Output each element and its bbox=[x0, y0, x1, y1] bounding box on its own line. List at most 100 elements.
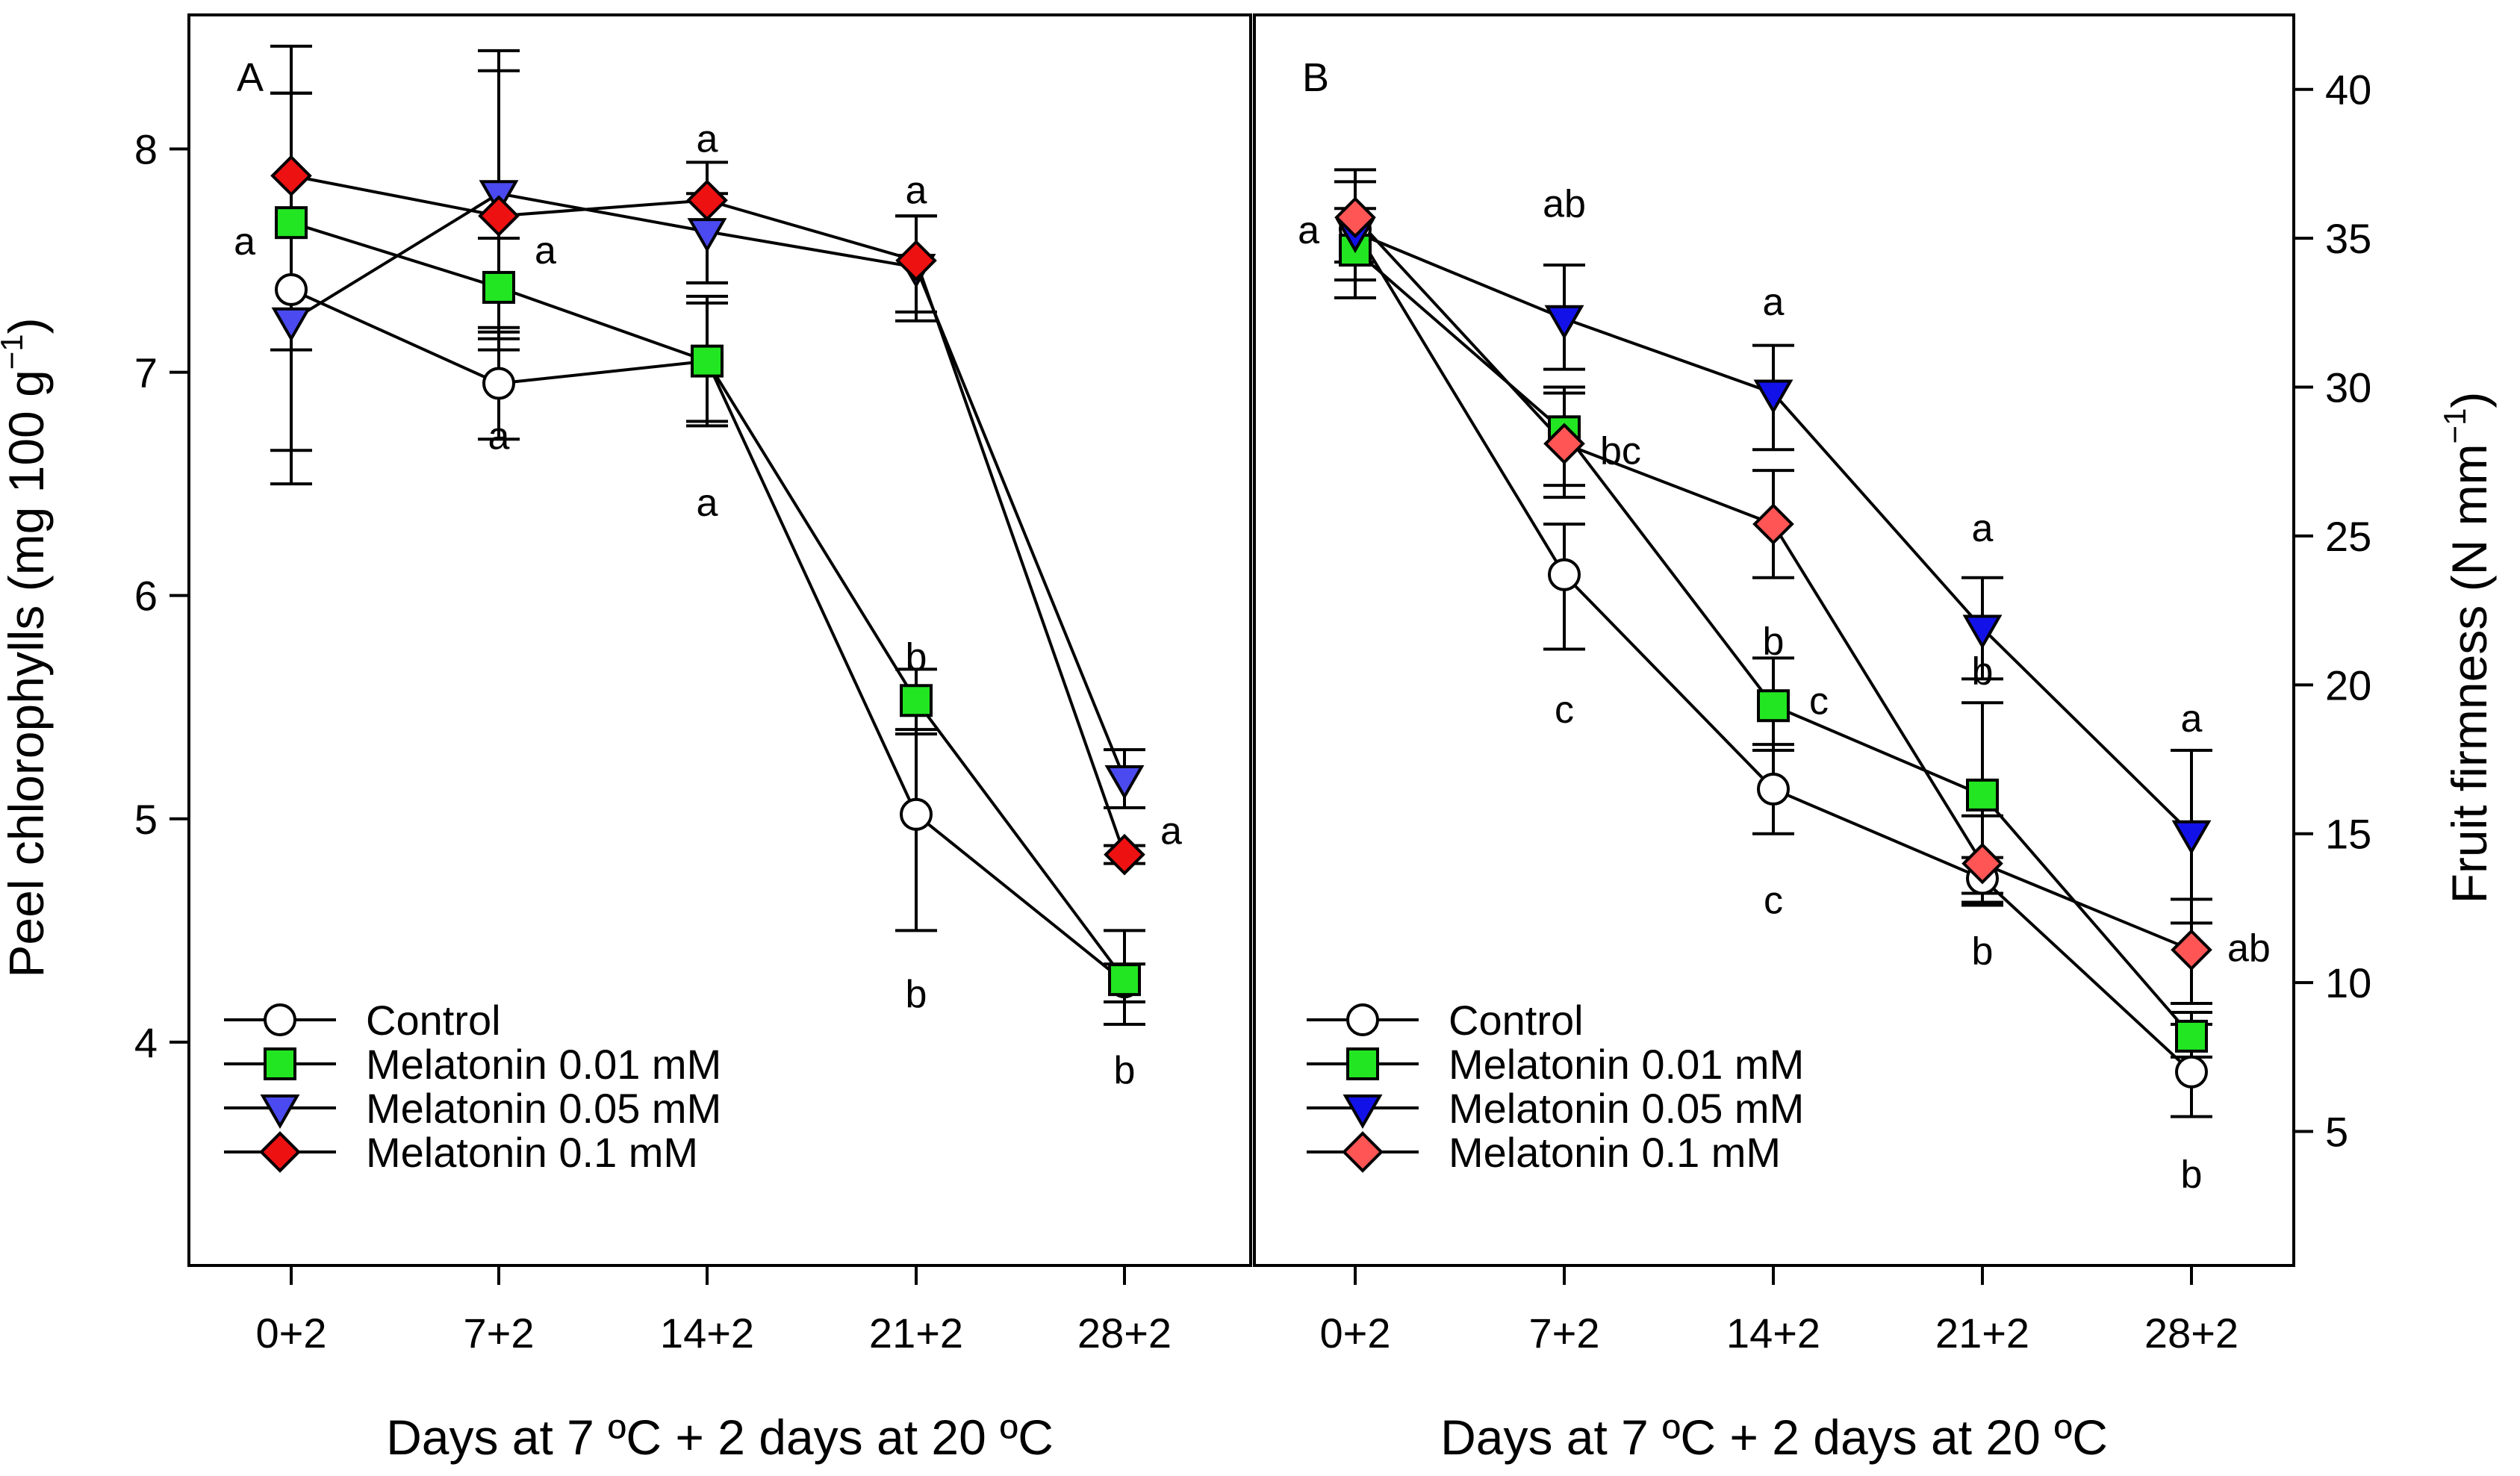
legend-label: Control bbox=[366, 997, 501, 1044]
legend-marker bbox=[264, 1047, 296, 1080]
x-tick-label: 0+2 bbox=[1320, 1310, 1391, 1357]
data-point bbox=[1108, 963, 1141, 997]
significance-letter: b bbox=[1763, 620, 1785, 664]
x-tick-label: 28+2 bbox=[1077, 1310, 1172, 1357]
y-axis-title-group: Fruit firmness (N mm−1) bbox=[2437, 392, 2497, 904]
legend-label: Melatonin 0.1 mM bbox=[366, 1129, 698, 1176]
significance-letter: b bbox=[906, 973, 927, 1016]
y-tick-label: 35 bbox=[2325, 215, 2371, 262]
significance-letter: b bbox=[906, 635, 927, 679]
legend-marker bbox=[1346, 1047, 1379, 1080]
significance-letter: a bbox=[488, 414, 510, 458]
data-point bbox=[2175, 1055, 2208, 1089]
y-tick-label: 10 bbox=[2325, 959, 2371, 1006]
data-point bbox=[271, 307, 311, 342]
y-tick-label: 15 bbox=[2325, 811, 2371, 858]
data-point bbox=[900, 797, 933, 831]
data-point bbox=[1752, 503, 1794, 545]
significance-letter: bc bbox=[1600, 429, 1641, 473]
y-axis-title-group: Peel chlorophylls (mg 100 g−1) bbox=[0, 317, 54, 977]
data-point bbox=[691, 344, 724, 378]
y-axis-title: Fruit firmness (N mm−1) bbox=[2437, 392, 2497, 904]
significance-letter: a bbox=[234, 220, 255, 264]
data-point bbox=[686, 179, 728, 222]
data-point bbox=[1544, 305, 1584, 340]
y-axis-title-close: ) bbox=[0, 317, 54, 334]
significance-letter: c bbox=[1555, 688, 1574, 732]
x-tick-label: 7+2 bbox=[1529, 1310, 1600, 1357]
data-point bbox=[1104, 765, 1145, 800]
y-tick-label: 5 bbox=[134, 796, 158, 843]
y-tick-label: 30 bbox=[2325, 364, 2371, 411]
x-tick-label: 14+2 bbox=[660, 1310, 754, 1357]
significance-letter: a bbox=[2181, 697, 2203, 741]
legend-label: Melatonin 0.01 mM bbox=[1449, 1041, 1804, 1088]
y-tick-label: 7 bbox=[134, 349, 158, 396]
significance-letter: a bbox=[906, 169, 927, 212]
y-tick-label: 20 bbox=[2325, 661, 2371, 709]
y-axis-title-superscript: −1 bbox=[0, 334, 29, 370]
significance-letter: a bbox=[1298, 209, 1319, 252]
data-point bbox=[900, 684, 933, 717]
x-tick-label: 0+2 bbox=[256, 1310, 327, 1357]
legend-marker bbox=[1343, 1094, 1383, 1130]
data-point bbox=[478, 195, 520, 237]
x-tick-label: 21+2 bbox=[869, 1310, 963, 1357]
significance-letter: a bbox=[697, 482, 718, 525]
y-axis-title: Peel chlorophylls (mg 100 g−1) bbox=[0, 317, 54, 977]
data-point bbox=[482, 270, 515, 304]
legend-label: Melatonin 0.05 mM bbox=[1449, 1085, 1804, 1132]
significance-letter: b bbox=[1114, 1049, 1136, 1092]
data-point bbox=[482, 367, 515, 400]
x-tick-label: 28+2 bbox=[2144, 1310, 2239, 1357]
data-point bbox=[895, 240, 937, 281]
y-tick-label: 40 bbox=[2325, 66, 2371, 113]
data-point bbox=[1966, 778, 1999, 812]
panel-letter: A bbox=[237, 55, 264, 100]
data-point bbox=[270, 155, 312, 197]
data-point bbox=[1753, 379, 1793, 414]
significance-letter: c bbox=[1764, 879, 1783, 922]
y-axis-title-close: ) bbox=[2442, 392, 2497, 408]
y-tick-label: 5 bbox=[2325, 1109, 2348, 1156]
significance-letter: a bbox=[1972, 507, 1994, 550]
panel-letter: B bbox=[1302, 55, 1329, 100]
y-tick-label: 4 bbox=[134, 1019, 158, 1066]
data-point bbox=[1543, 423, 1585, 465]
panel-a-chart: 0+2 7+2 14+2 21+2 28+2 Days at 7 ºC + 2 days … bbox=[0, 13, 1252, 1465]
legend-marker bbox=[1346, 1003, 1379, 1036]
significance-letter: b bbox=[2181, 1153, 2203, 1196]
x-tick-label: 14+2 bbox=[1726, 1310, 1820, 1357]
legend-marker bbox=[260, 1094, 300, 1130]
y-axis-title-main: Fruit firmness (N mm bbox=[2442, 443, 2497, 903]
significance-letter: ab bbox=[1543, 182, 1586, 225]
data-point bbox=[1757, 689, 1790, 723]
significance-letter: a bbox=[1763, 281, 1785, 324]
y-tick-label: 25 bbox=[2325, 513, 2371, 560]
panel-b-chart: 0+2 7+2 14+2 21+2 28+2 Days at 7 ºC + 2 days … bbox=[1253, 13, 2497, 1465]
plot-frame bbox=[187, 13, 1252, 1267]
y-tick-label: 8 bbox=[134, 125, 158, 172]
legend-marker bbox=[1342, 1131, 1384, 1173]
significance-letter: a bbox=[1160, 810, 1182, 853]
data-point bbox=[2171, 929, 2212, 971]
legend-marker bbox=[259, 1131, 301, 1173]
significance-letter: b bbox=[1972, 650, 1994, 693]
y-axis-title-superscript: −1 bbox=[2437, 408, 2472, 444]
data-point bbox=[2175, 1019, 2208, 1053]
series-line bbox=[1354, 216, 2192, 952]
significance-letter: b bbox=[1972, 929, 1994, 973]
x-axis-title: Days at 7 ºC + 2 days at 20 ºC bbox=[386, 1410, 1054, 1465]
significance-letter: a bbox=[535, 229, 556, 273]
x-tick-label: 21+2 bbox=[1935, 1310, 2029, 1357]
data-point bbox=[1334, 196, 1376, 239]
data-point bbox=[1548, 558, 1581, 591]
legend-label: Melatonin 0.1 mM bbox=[1449, 1129, 1781, 1176]
legend-label: Control bbox=[1449, 997, 1584, 1044]
data-point bbox=[275, 206, 308, 240]
data-point bbox=[1962, 614, 2003, 650]
significance-letter: a bbox=[697, 118, 718, 161]
legend-label: Melatonin 0.01 mM bbox=[366, 1041, 721, 1088]
legend-marker bbox=[264, 1003, 296, 1036]
x-axis-title: Days at 7 ºC + 2 days at 20 ºC bbox=[1440, 1410, 2108, 1465]
